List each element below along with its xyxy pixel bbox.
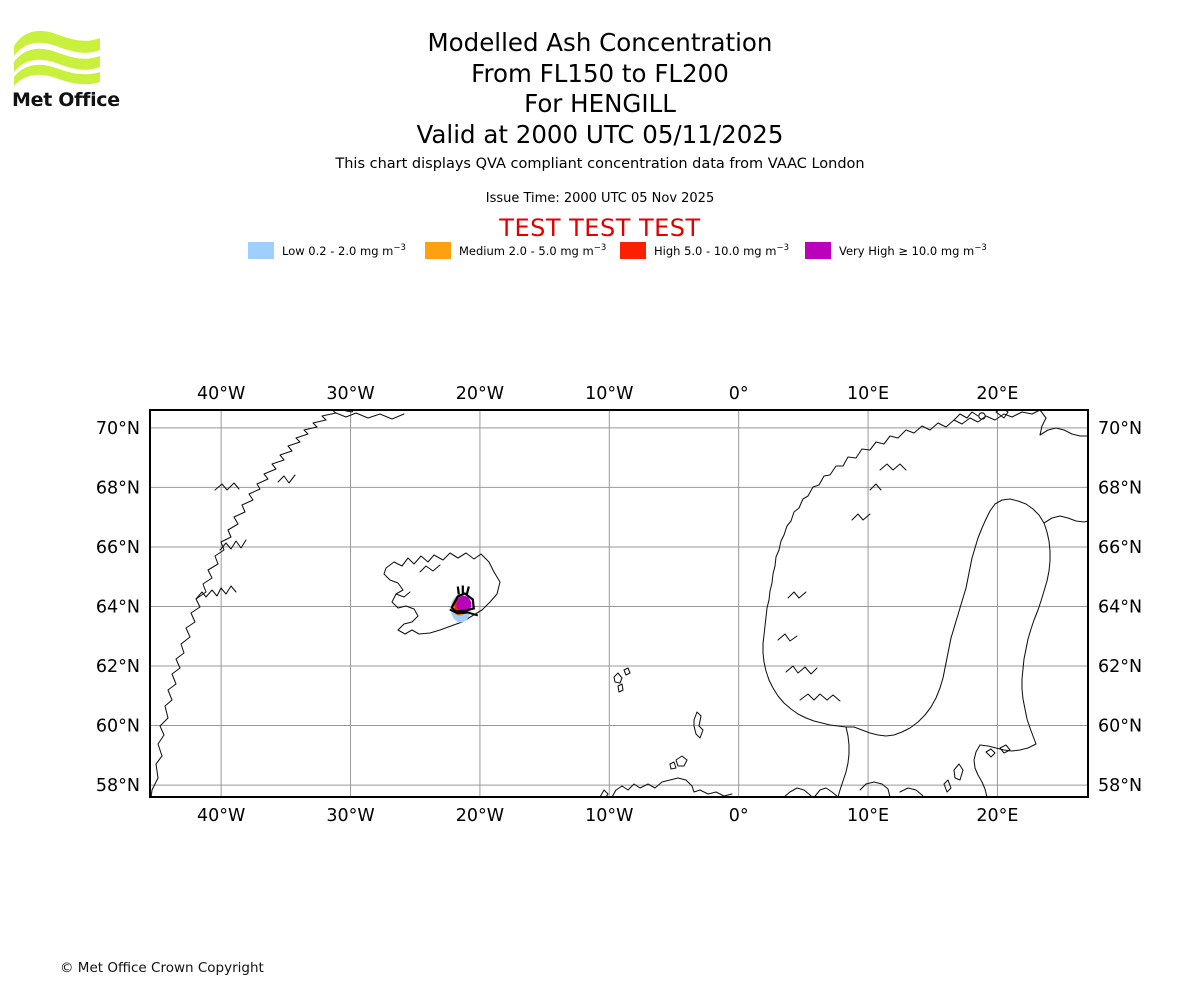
norway-west-coast: [762, 410, 1041, 728]
faroe-islands-south: [617, 683, 624, 693]
plume-south-edge: [449, 608, 479, 617]
legend-swatch-2: [620, 242, 646, 259]
legend-label-2: High 5.0 - 10.0 mg m−3: [654, 243, 789, 258]
gulf-of-bothnia-west: [853, 503, 996, 737]
lat-tick-right-2: 66°N: [1098, 538, 1142, 558]
met-office-logo: Met Office: [12, 24, 132, 114]
norway-lofoten-2: [869, 483, 882, 491]
lon-tick-bottom-5: 10°E: [847, 806, 889, 826]
finnmark-islands: [953, 411, 979, 421]
norway-fjord-detail-3: [777, 633, 798, 642]
southern-norway-coast: [783, 787, 813, 797]
lon-tick-top-2: 20°W: [456, 384, 504, 404]
lat-tick-left-3: 64°N: [96, 597, 140, 617]
met-office-logo-text: Met Office: [12, 89, 120, 111]
faroe-islands-north: [613, 672, 623, 684]
norway-fjord-detail-1: [799, 693, 841, 702]
norway-fjord-detail-2: [785, 665, 818, 675]
lon-tick-bottom-3: 10°W: [585, 806, 633, 826]
norway-vesteralen-detail: [879, 463, 907, 471]
lon-tick-bottom-6: 20°E: [976, 806, 1018, 826]
legend-swatch-0: [248, 242, 274, 259]
greenland-inlet-detail-4: [277, 474, 296, 484]
concentration-legend: Low 0.2 - 2.0 mg m−3 Medium 2.0 - 5.0 mg …: [240, 241, 1000, 263]
legend-label-0: Low 0.2 - 2.0 mg m−3: [282, 243, 406, 258]
plume-very-high-core: [456, 595, 472, 613]
qva-note: This chart displays QVA compliant concen…: [335, 156, 865, 172]
ash-plume: [449, 585, 479, 623]
greenland-inlet-detail-3: [214, 482, 240, 491]
copyright-notice: © Met Office Crown Copyright: [60, 960, 264, 976]
iceland-coast: [383, 552, 501, 635]
baltic-south-coast: [899, 787, 925, 797]
lat-tick-right-3: 64°N: [1098, 597, 1142, 617]
lon-tick-bottom-0: 40°W: [197, 806, 245, 826]
lat-tick-left-5: 60°N: [96, 717, 140, 737]
greenland-coast: [150, 410, 337, 797]
test-watermark: TEST TEST TEST: [499, 214, 701, 242]
lon-tick-bottom-2: 20°W: [456, 806, 504, 826]
lon-tick-bottom-1: 30°W: [326, 806, 374, 826]
sweden-southeast-coast: [973, 744, 988, 797]
lat-tick-right-1: 68°N: [1098, 478, 1142, 498]
aland-islands: [985, 748, 996, 758]
lon-tick-bottom-4: 0°: [729, 806, 749, 826]
legend-swatch-3: [805, 242, 831, 259]
oland-island: [943, 779, 952, 793]
lat-tick-left-4: 62°N: [96, 657, 140, 677]
coastlines: [150, 410, 1088, 797]
outer-hebrides: [599, 789, 609, 797]
lon-tick-top-1: 30°W: [326, 384, 374, 404]
lat-tick-left-0: 70°N: [96, 419, 140, 439]
norway-fjord-detail-4: [787, 591, 807, 599]
finland-coast: [994, 498, 1051, 745]
greenland-inlet-detail-2: [219, 539, 247, 551]
finland-north-coast: [1043, 515, 1088, 524]
lat-tick-right-5: 60°N: [1098, 717, 1142, 737]
iceland-north-detail: [419, 564, 441, 573]
map-gridlines: [150, 410, 1088, 797]
aland-islands-2: [999, 744, 1011, 754]
lat-tick-left-2: 66°N: [96, 538, 140, 558]
north-cape-coast: [1039, 410, 1047, 436]
denmark-islands: [859, 781, 891, 797]
lon-tick-top-3: 10°W: [585, 384, 633, 404]
issue-time: Issue Time: 2000 UTC 05 Nov 2025: [485, 191, 715, 206]
soroya-island: [978, 412, 986, 420]
faroe-islands-east: [623, 667, 631, 676]
lat-tick-right-6: 58°N: [1098, 776, 1142, 796]
orkney-isles-2: [669, 761, 677, 770]
denmark-north: [813, 787, 839, 797]
plume-source-ticks: [456, 585, 470, 595]
lat-tick-right-4: 62°N: [1098, 657, 1142, 677]
lon-tick-top-0: 40°W: [197, 384, 245, 404]
orkney-isles: [675, 755, 688, 767]
axis-labels: 40°W 40°W 30°W 30°W 20°W 20°W 10°W 10°W 0° 0° 10°E…: [96, 384, 1142, 826]
lon-tick-top-6: 20°E: [976, 384, 1018, 404]
lat-tick-left-1: 68°N: [96, 478, 140, 498]
gotland-island: [953, 763, 964, 781]
iceland-west-detail: [395, 591, 411, 598]
sweden-southwest-coast: [837, 726, 850, 797]
lon-tick-top-4: 0°: [729, 384, 749, 404]
scotland-north-coast: [611, 777, 733, 797]
lon-tick-top-5: 10°E: [847, 384, 889, 404]
lat-tick-right-0: 70°N: [1098, 419, 1142, 439]
legend-label-1: Medium 2.0 - 5.0 mg m−3: [459, 243, 607, 258]
legend-label-3: Very High ≥ 10.0 mg m−3: [839, 243, 987, 258]
legend-swatch-1: [425, 242, 451, 259]
kola-coast: [1039, 427, 1088, 437]
greenland-fjord-line: [335, 412, 405, 420]
met-office-wave-icon: [14, 30, 100, 86]
lat-tick-left-6: 58°N: [96, 776, 140, 796]
greenland-inlet-detail: [195, 585, 237, 600]
northern-island: [995, 410, 1009, 419]
map-frame: [149, 409, 1089, 798]
shetland-isles: [693, 711, 704, 739]
plume-outline: [450, 592, 476, 613]
norway-lofoten-detail: [851, 513, 871, 521]
